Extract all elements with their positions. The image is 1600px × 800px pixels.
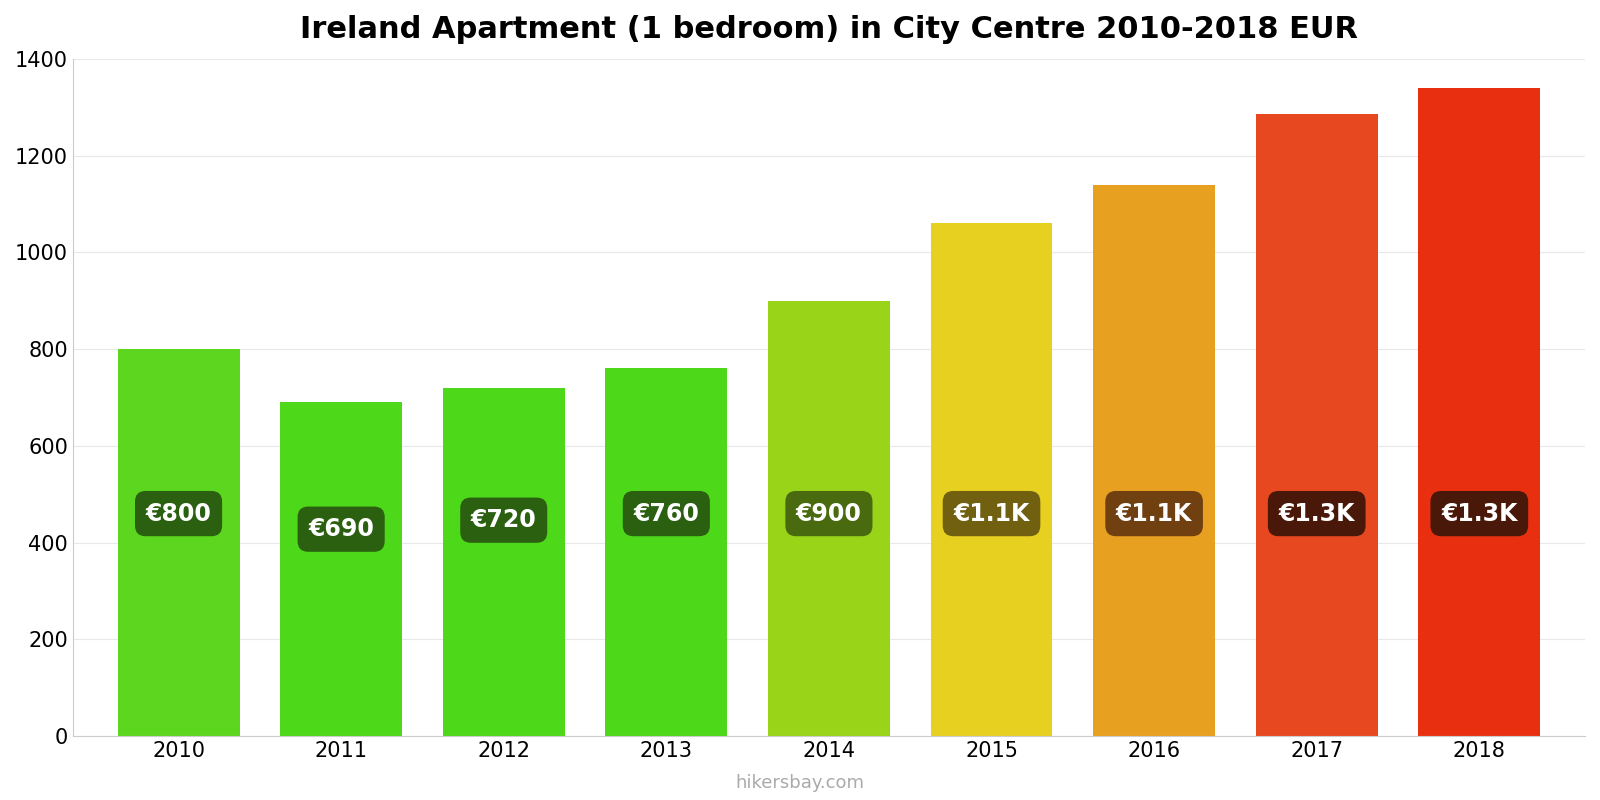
Title: Ireland Apartment (1 bedroom) in City Centre 2010-2018 EUR: Ireland Apartment (1 bedroom) in City Ce…: [299, 15, 1358, 44]
Bar: [1256, 114, 1378, 736]
Bar: [605, 369, 728, 736]
Bar: [1418, 88, 1541, 736]
Text: €1.3K: €1.3K: [1278, 502, 1355, 526]
Text: €760: €760: [634, 502, 699, 526]
Bar: [931, 223, 1053, 736]
Text: €720: €720: [470, 508, 536, 532]
Text: €1.3K: €1.3K: [1442, 502, 1517, 526]
Bar: [117, 349, 240, 736]
Text: €1.1K: €1.1K: [954, 502, 1030, 526]
Bar: [280, 402, 402, 736]
Text: €1.1K: €1.1K: [1115, 502, 1192, 526]
Bar: [1093, 185, 1214, 736]
Text: €900: €900: [795, 502, 862, 526]
Bar: [768, 301, 890, 736]
Bar: [443, 388, 565, 736]
Text: hikersbay.com: hikersbay.com: [736, 774, 864, 792]
Text: €800: €800: [146, 502, 211, 526]
Text: €690: €690: [309, 517, 374, 541]
